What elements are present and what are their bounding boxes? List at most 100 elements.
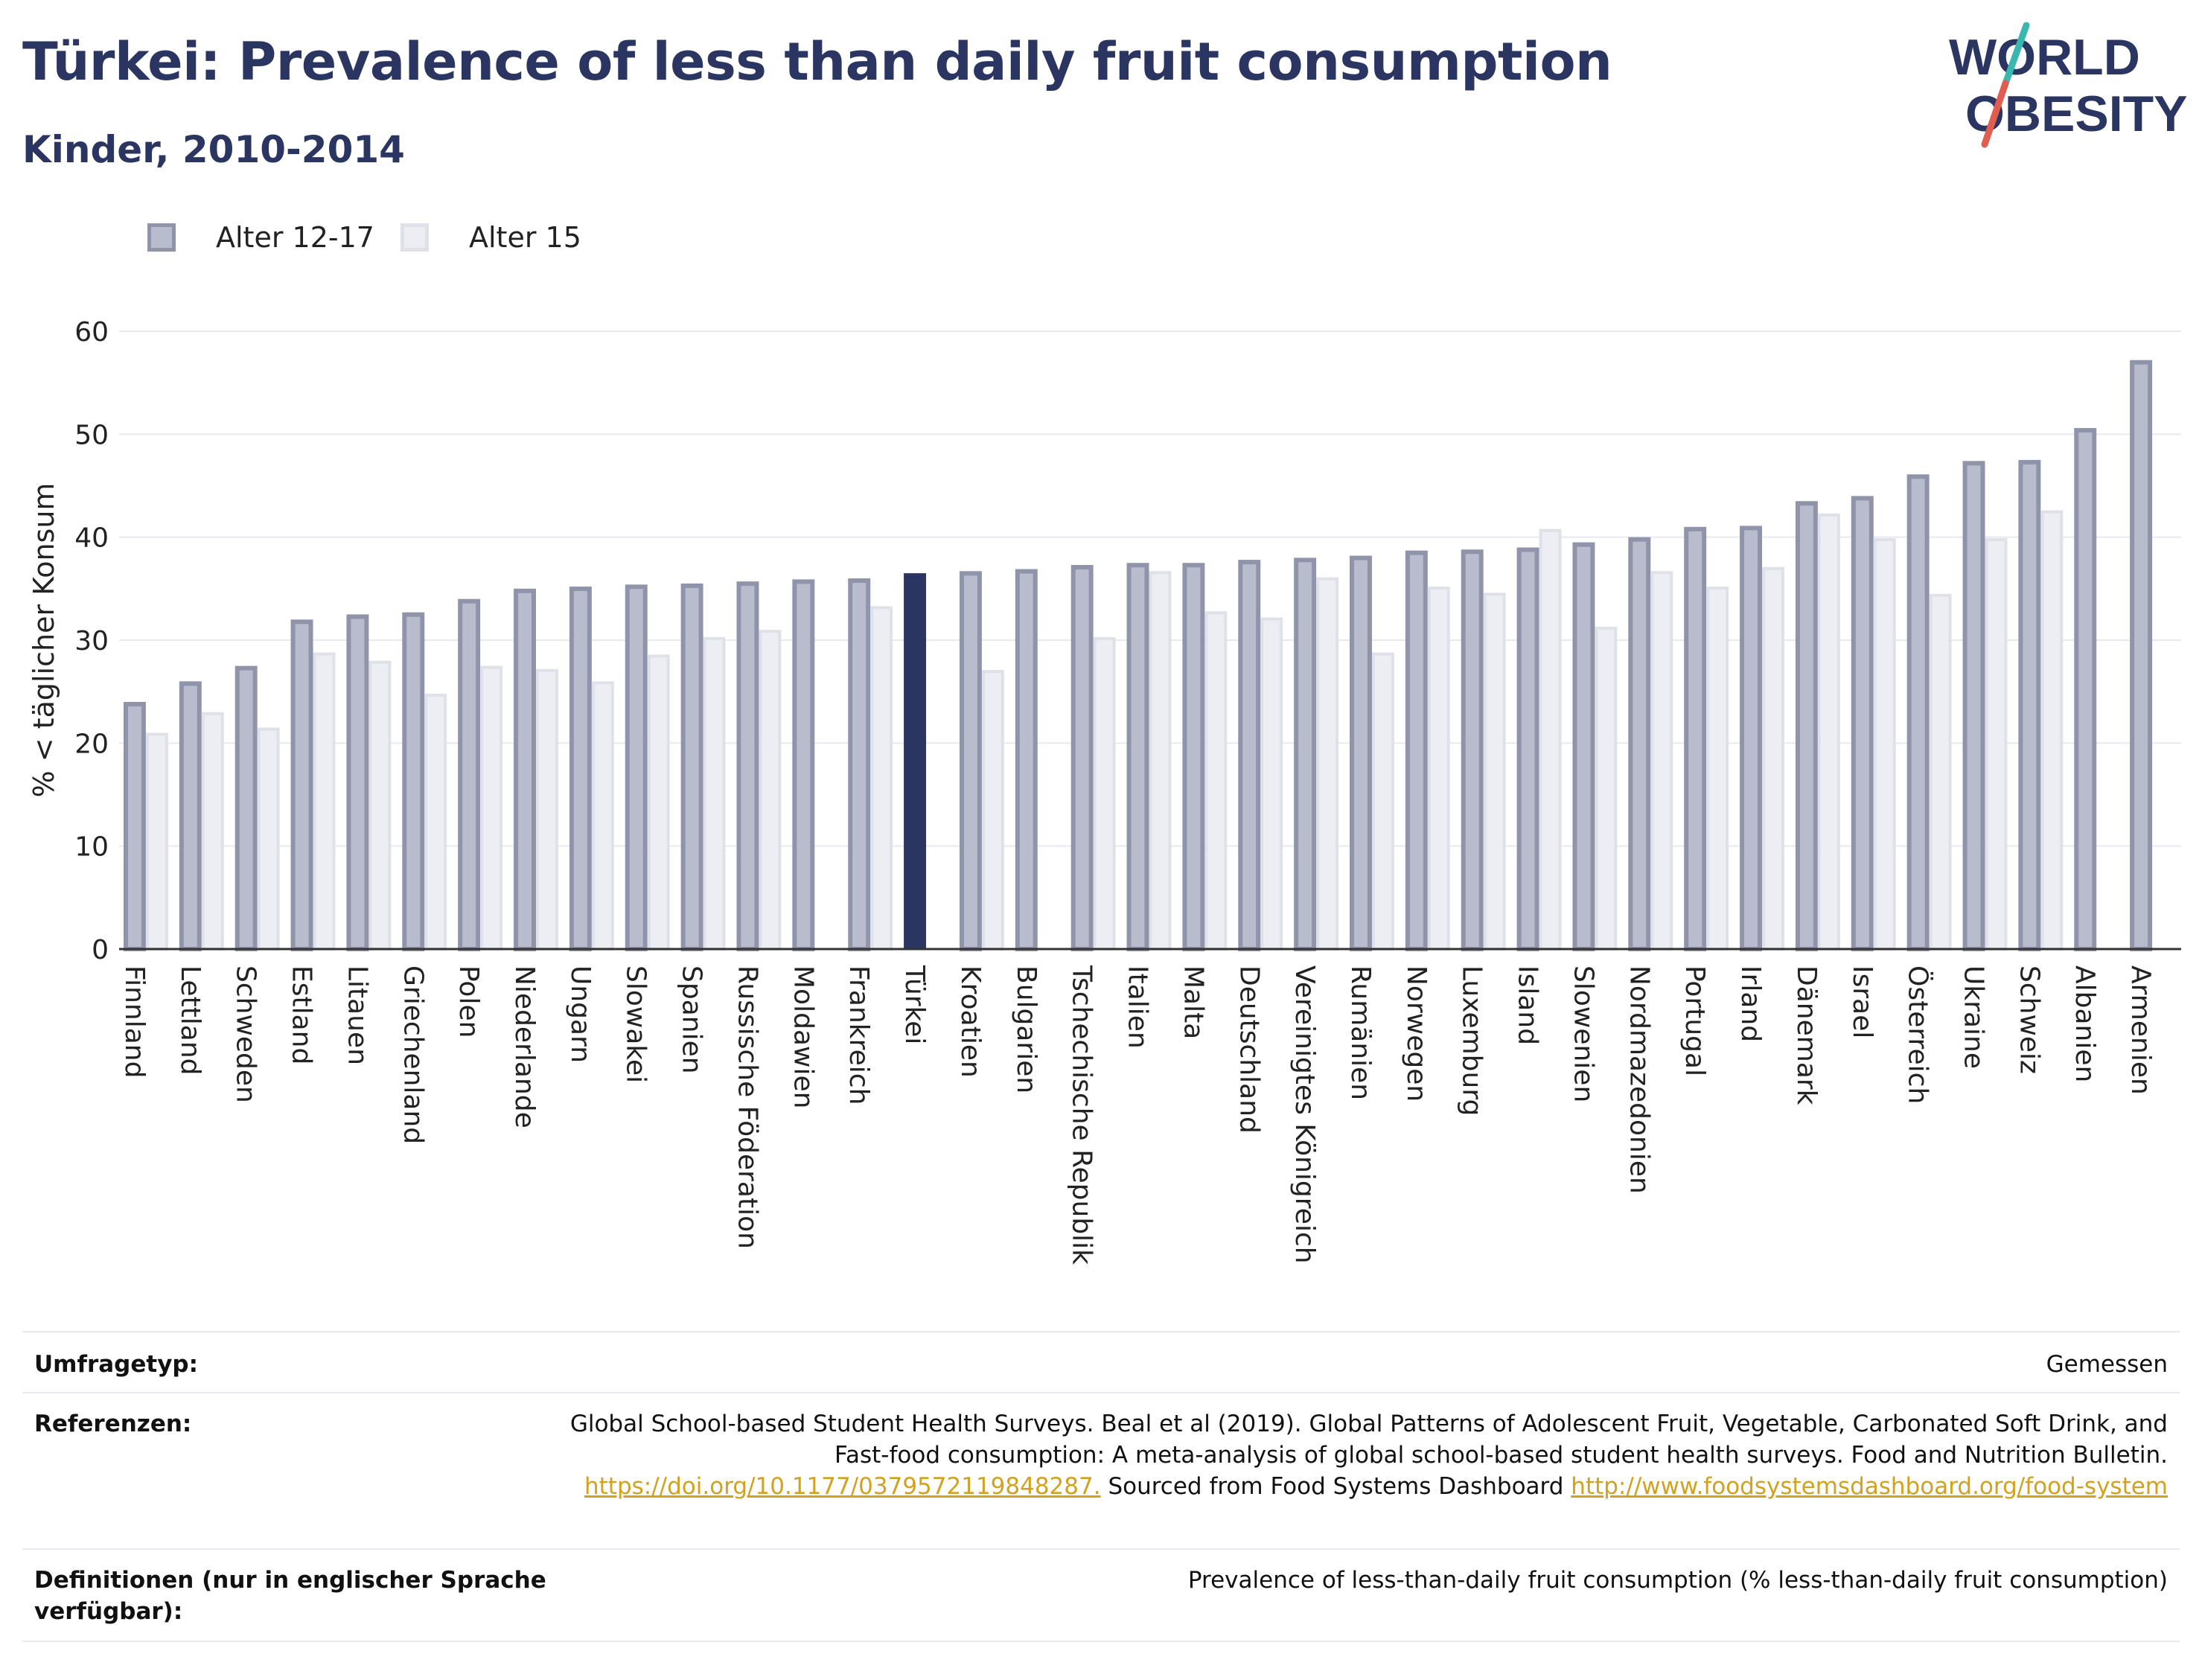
x-tick-label: Ungarn — [565, 965, 596, 1063]
bar-series1 — [1572, 542, 1595, 952]
meta-divider-bottom — [22, 1641, 2180, 1642]
x-tick-label: Litauen — [342, 965, 372, 1065]
x-tick-label: Russische Föderation — [732, 965, 762, 1249]
bar-series1 — [1628, 537, 1651, 951]
references-value: Global School-based Student Health Surve… — [560, 1408, 2168, 1502]
bar-series1 — [179, 681, 202, 951]
legend-swatch-series2 — [400, 223, 429, 252]
bar-series1 — [1461, 549, 1484, 951]
bar-series2 — [1093, 636, 1116, 951]
bar-series2 — [1260, 617, 1283, 951]
x-tick-label: Niederlande — [509, 965, 540, 1128]
bar-series1 — [1126, 563, 1149, 951]
x-tick-label: Frankreich — [843, 965, 874, 1105]
x-tick-label: Portugal — [1679, 965, 1710, 1076]
x-tick-label: Irland — [1735, 965, 1766, 1042]
bar-series2 — [981, 670, 1004, 951]
bar-series2 — [647, 654, 670, 951]
x-tick-label: Schweiz — [2014, 965, 2044, 1074]
y-tick-label: 10 — [74, 832, 109, 863]
bar-series1 — [1238, 560, 1261, 952]
bar-series1 — [848, 578, 871, 951]
x-tick-label: Island — [1513, 965, 1543, 1045]
x-tick-label: Israel — [1847, 965, 1877, 1038]
x-tick-label: Österreich — [1903, 965, 1934, 1104]
bar-series1 — [1015, 569, 1038, 951]
survey-type-value: Gemessen — [2046, 1351, 2168, 1378]
bar-series2 — [1539, 528, 1562, 951]
x-tick-label: Vereinigtes Königreich — [1289, 965, 1320, 1264]
bar-series1 — [1906, 474, 1930, 952]
y-tick-label: 30 — [74, 626, 109, 657]
y-tick-label: 50 — [74, 420, 109, 450]
bar-series1 — [2074, 428, 2097, 952]
bar-series2 — [1985, 538, 2008, 951]
logo-slash-top — [2002, 22, 2030, 87]
x-tick-label: Lettland — [175, 965, 205, 1076]
bar-series1 — [625, 584, 648, 951]
bar-series2 — [201, 712, 224, 951]
definitions-value: Prevalence of less-than-daily fruit cons… — [1187, 1567, 2168, 1594]
bar-series1 — [1962, 461, 1985, 952]
bar-series2 — [1873, 538, 1896, 951]
logo-text-world: WORLD — [1949, 29, 2140, 86]
y-tick-label: 60 — [74, 317, 109, 348]
bar-series2 — [257, 727, 280, 951]
bar-series1 — [514, 588, 536, 951]
x-tick-label: Rumänien — [1345, 965, 1376, 1100]
bar-series2 — [1595, 627, 1618, 951]
bar-series2 — [703, 636, 726, 951]
legend-label-series2: Alter 15 — [469, 221, 581, 254]
page-title: Türkei: Prevalence of less than daily fr… — [22, 31, 1612, 92]
x-tick-label: Albanien — [2069, 965, 2100, 1082]
references-doi-link[interactable]: https://doi.org/10.1177/0379572119848287… — [584, 1473, 1101, 1500]
bar-series2 — [480, 665, 503, 951]
x-tick-label: Luxemburg — [1457, 965, 1487, 1116]
bar-series1 — [569, 587, 592, 951]
bar-series1 — [402, 612, 425, 951]
bar-series1-highlight — [904, 573, 927, 949]
meta-divider-1 — [22, 1392, 2180, 1393]
bar-series2 — [1427, 587, 1450, 951]
bar-series2 — [313, 652, 336, 951]
meta-row-definitions: Definitionen (nur in englischer Sprache … — [22, 1565, 2180, 1632]
bar-series2 — [1650, 571, 1673, 951]
bar-series1 — [1795, 501, 1818, 951]
x-tick-label: Polen — [453, 965, 484, 1038]
meta-divider-top — [22, 1331, 2180, 1332]
page-subtitle: Kinder, 2010-2014 — [22, 128, 405, 171]
bar-series1 — [1516, 547, 1539, 951]
x-tick-label: Slowenien — [1568, 965, 1598, 1102]
bar-series1 — [1851, 496, 1874, 952]
bar-series2 — [1817, 513, 1840, 951]
bar-series2 — [424, 693, 447, 951]
legend-swatch-series1 — [147, 223, 176, 252]
x-tick-label: Nordmazedonien — [1624, 965, 1654, 1194]
bar-series1 — [346, 614, 369, 951]
bar-series2 — [1706, 587, 1729, 951]
bar-series1 — [123, 702, 146, 951]
bar-series1 — [2130, 360, 2153, 951]
x-tick-label: Griechenland — [398, 965, 428, 1144]
bar-series1 — [1070, 565, 1094, 951]
legend-label-series1: Alter 12-17 — [216, 221, 374, 254]
bar-series2 — [368, 660, 392, 951]
bar-series1 — [1294, 558, 1317, 952]
references-source-text: Sourced from Food Systems Dashboard — [1108, 1473, 1564, 1500]
references-dashboard-link[interactable]: http://www.foodsystemsdashboard.org/food… — [1571, 1473, 2168, 1500]
x-tick-label: Tschechische Republik — [1067, 965, 1097, 1265]
bar-series2 — [1929, 593, 1952, 951]
y-tick-label: 0 — [92, 935, 109, 965]
bar-series2 — [535, 668, 558, 951]
x-tick-label: Norwegen — [1401, 965, 1432, 1102]
x-tick-label: Spanien — [677, 965, 707, 1074]
bar-series2 — [1149, 571, 1172, 951]
x-tick-label: Estland — [287, 965, 317, 1064]
x-tick-label: Dänemark — [1791, 965, 1822, 1105]
bar-series1 — [792, 579, 815, 951]
y-axis-label: % < täglicher Konsum — [28, 483, 60, 798]
survey-type-label: Umfragetyp: — [34, 1351, 198, 1378]
references-text: Global School-based Student Health Surve… — [569, 1411, 2168, 1469]
world-obesity-logo[interactable]: WORLD OBESITY — [1943, 22, 2189, 156]
bar-chart: 0 10 20 30 40 50 60 % < täglicher Konsum Finnlan… — [28, 317, 2181, 1265]
